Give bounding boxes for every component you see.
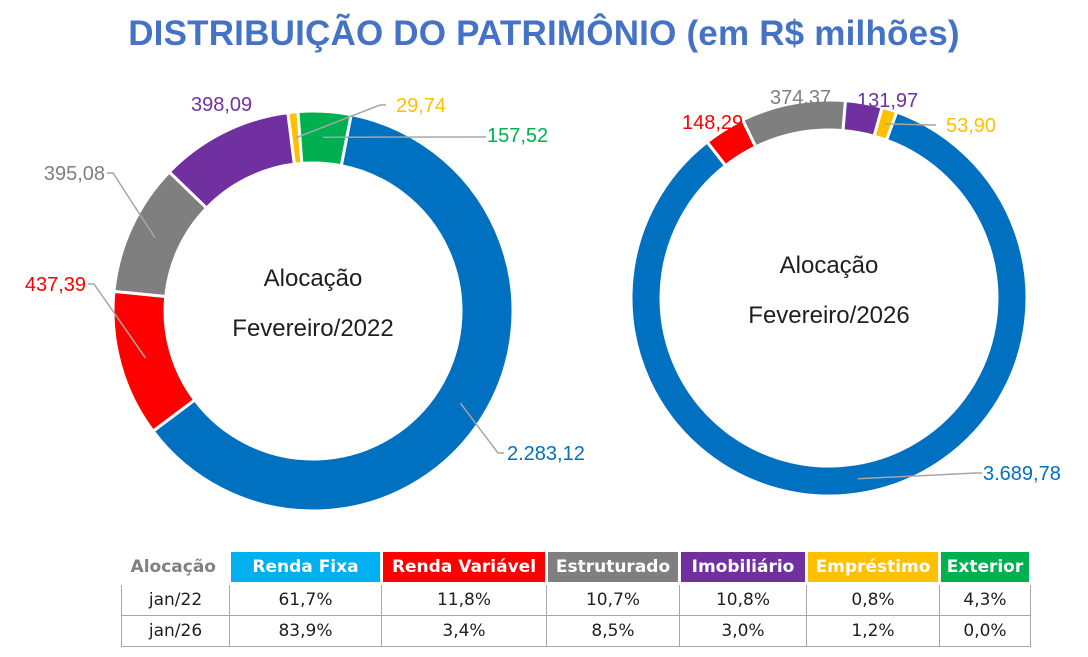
data-label-exterior: 157,52 [487, 125, 548, 147]
leader-line [295, 104, 386, 139]
table-cell: 0,0% [939, 615, 1031, 647]
table-cell: 10,8% [679, 583, 807, 616]
table-row: jan/26 83,9% 3,4% 8,5% 3,0% 1,2% 0,0% [121, 615, 1031, 647]
table-cell: 3,4% [381, 615, 547, 647]
table-cell: 11,8% [381, 583, 547, 616]
col-header-imobiliario: Imobiliário [678, 549, 808, 585]
col-header-renda-fixa: Renda Fixa [228, 549, 383, 585]
leader-line [884, 123, 936, 126]
table-row: jan/22 61,7% 11,8% 10,7% 10,8% 0,8% 4,3% [121, 583, 1031, 616]
data-label-renda-variavel: 148,29 [682, 112, 743, 134]
data-label-renda-fixa: 2.283,12 [507, 443, 585, 465]
data-label-emprestimo: 29,74 [396, 95, 446, 117]
donut-slice-exterior [296, 109, 353, 168]
allocation-table: Alocação Renda Fixa Renda Variável Estru… [120, 549, 1032, 647]
donut-charts: 2.283,12 437,39 395,08 398,09 29,74 157,52 Alo… [25, 87, 1061, 513]
donut-slice-renda-variavel [111, 289, 197, 434]
donut-chart-2026: 3.689,78 148,29 374,37 131,97 53,90 Alocação F… [629, 87, 1061, 498]
table-cell: 8,5% [546, 615, 680, 647]
table-cell: 10,7% [546, 583, 680, 616]
table-cell: 3,0% [679, 615, 807, 647]
data-label-imobiliario: 131,97 [857, 90, 918, 112]
leader-line [857, 472, 982, 480]
page-title: DISTRIBUIÇÃO DO PATRIMÔNIO (em R$ milhõe… [128, 14, 960, 53]
donut-slice-renda-fixa [150, 112, 515, 513]
table-cell: 4,3% [939, 583, 1031, 616]
table-cell: 0,8% [806, 583, 940, 616]
data-label-estruturado: 395,08 [44, 163, 105, 185]
table-header-row: Alocação Renda Fixa Renda Variável Estru… [120, 549, 1032, 585]
center-label-period: Fevereiro/2022 [232, 315, 393, 342]
row-label: jan/26 [121, 615, 230, 647]
data-label-renda-fixa: 3.689,78 [983, 463, 1061, 485]
row-label: jan/22 [121, 583, 230, 616]
table-cell: 83,9% [229, 615, 382, 647]
col-header-estruturado: Estruturado [545, 549, 681, 585]
leader-line [88, 283, 147, 359]
data-label-imobiliario: 398,09 [191, 94, 252, 116]
leader-line [459, 402, 504, 454]
col-header-renda-variavel: Renda Variável [380, 549, 548, 585]
center-label-title: Alocação [780, 252, 879, 279]
data-label-emprestimo: 53,90 [946, 115, 996, 137]
data-label-estruturado: 374,37 [770, 87, 831, 109]
table-cell: 61,7% [229, 583, 382, 616]
center-label-period: Fevereiro/2026 [748, 302, 909, 329]
data-label-renda-variavel: 437,39 [25, 274, 86, 296]
leader-line [107, 172, 156, 239]
table-header-label: Alocação [120, 549, 231, 585]
col-header-emprestimo: Empréstimo [805, 549, 941, 585]
col-header-exterior: Exterior [938, 549, 1032, 585]
donut-slice-renda-fixa [629, 110, 1029, 498]
donut-chart-2022: 2.283,12 437,39 395,08 398,09 29,74 157,52 Alo… [25, 94, 585, 513]
center-label-title: Alocação [264, 265, 363, 292]
table-cell: 1,2% [806, 615, 940, 647]
